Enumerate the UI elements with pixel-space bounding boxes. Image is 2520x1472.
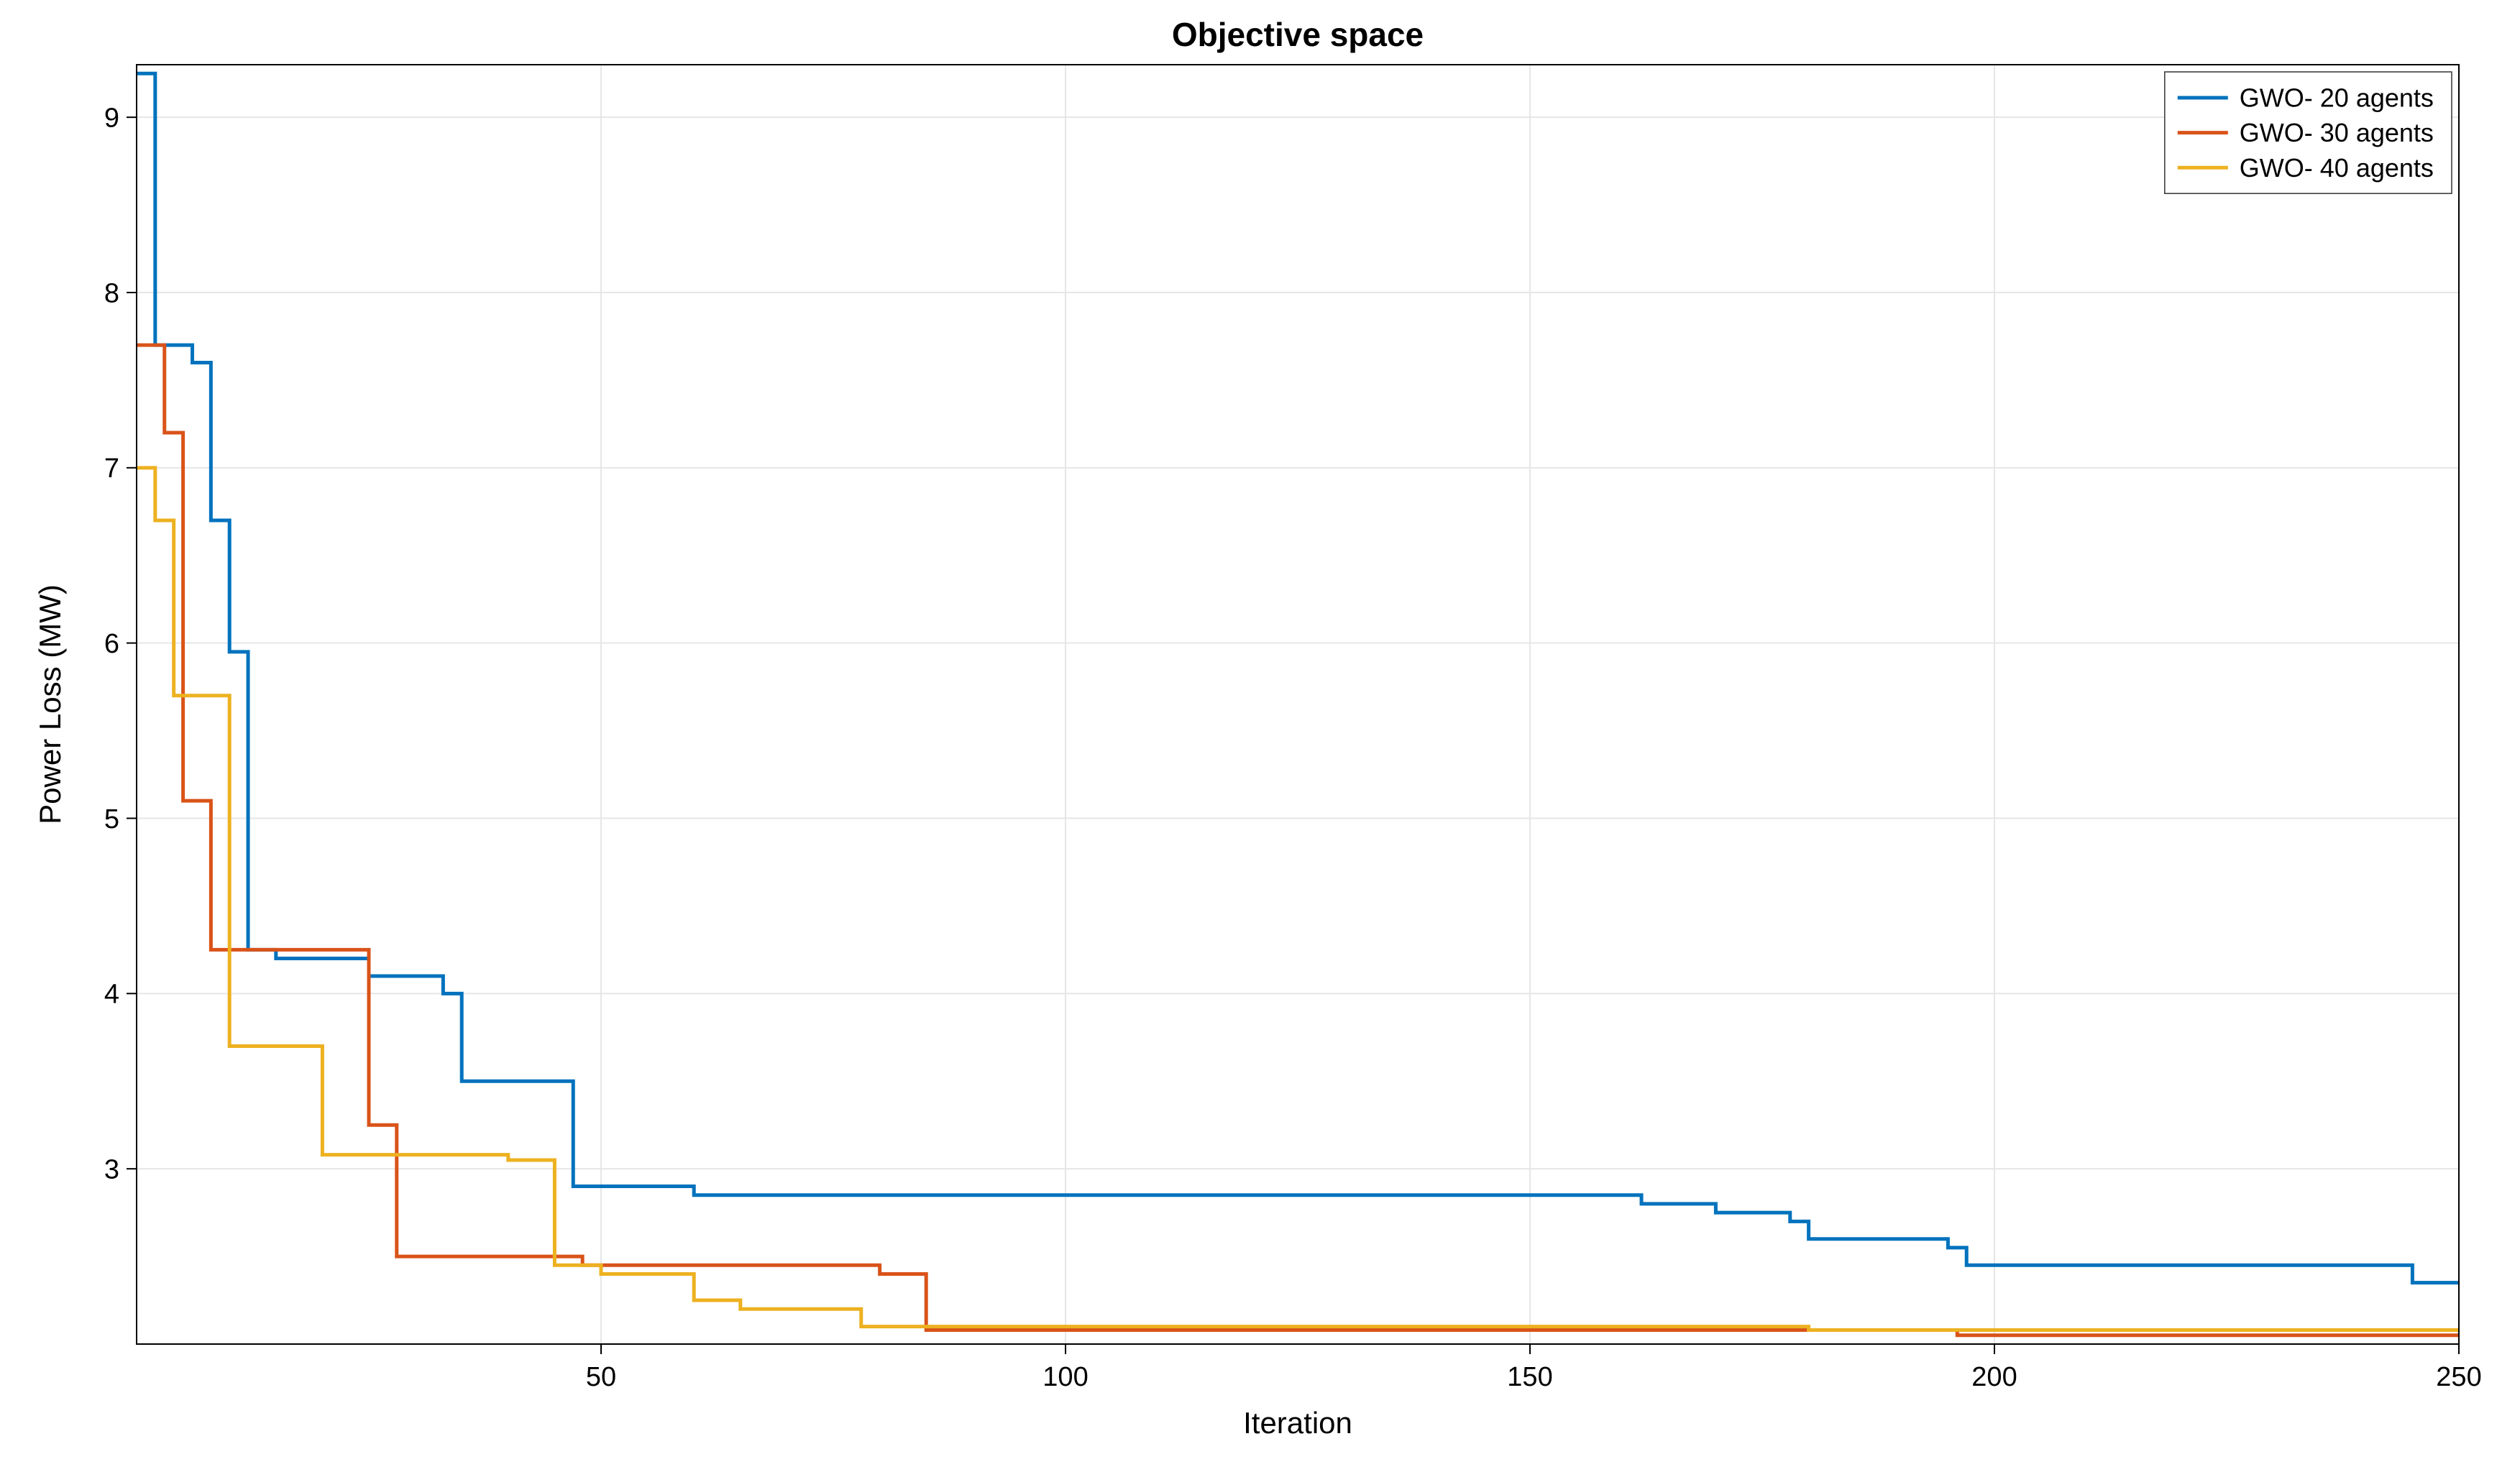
ytick-label: 3 xyxy=(104,1154,119,1184)
plot-area xyxy=(137,65,2459,1344)
ytick-label: 7 xyxy=(104,454,119,484)
chart-container: 50 100 150 200 250 3 4 5 6 7 8 9 Iteration Power Loss… xyxy=(0,0,2520,1472)
ytick-label: 9 xyxy=(104,103,119,133)
legend-label: GWO- 30 agents xyxy=(2240,118,2434,147)
ytick-label: 4 xyxy=(104,980,119,1010)
ytick-label: 8 xyxy=(104,278,119,308)
xtick-label: 150 xyxy=(1507,1362,1552,1392)
xtick-label: 100 xyxy=(1043,1362,1088,1392)
xtick-label: 250 xyxy=(2436,1362,2481,1392)
legend-label: GWO- 20 agents xyxy=(2240,83,2434,113)
xtick-label: 50 xyxy=(586,1362,616,1392)
legend: GWO- 20 agents GWO- 30 agents GWO- 40 agen… xyxy=(2165,72,2452,193)
chart-title: Objective space xyxy=(1172,16,1424,53)
objective-space-chart: 50 100 150 200 250 3 4 5 6 7 8 9 Iteration Power Loss… xyxy=(0,0,2520,1472)
xtick-label: 200 xyxy=(1971,1362,2017,1392)
x-axis-label: Iteration xyxy=(1243,1406,1352,1440)
ytick-label: 5 xyxy=(104,804,119,834)
y-axis-label: Power Loss (MW) xyxy=(33,584,67,824)
legend-label: GWO- 40 agents xyxy=(2240,153,2434,183)
ytick-label: 6 xyxy=(104,629,119,659)
